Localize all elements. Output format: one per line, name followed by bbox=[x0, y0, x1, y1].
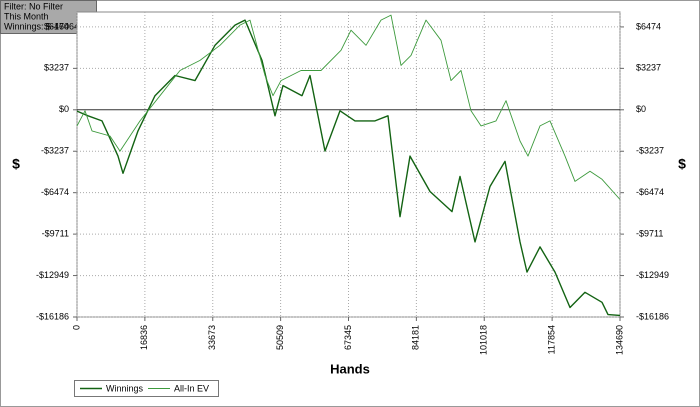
legend bbox=[74, 380, 219, 397]
legend-label: All-In EV bbox=[174, 383, 209, 393]
y2-tick-label: -$12949 bbox=[636, 270, 669, 280]
x-tick-label: 134690 bbox=[614, 325, 624, 355]
y-axis-label: $ bbox=[12, 156, 20, 172]
x-tick-label: 16836 bbox=[139, 325, 149, 350]
y-tick-label: -$6474 bbox=[41, 187, 69, 197]
y-tick-label: $0 bbox=[59, 104, 69, 114]
y-tick-label: -$12949 bbox=[36, 270, 69, 280]
x-tick-label: 33673 bbox=[207, 325, 217, 350]
x-tick-label: 0 bbox=[71, 325, 81, 330]
y2-tick-label: $0 bbox=[636, 104, 646, 114]
y-tick-label: -$3237 bbox=[41, 146, 69, 156]
y2-tick-label: $6474 bbox=[636, 21, 661, 31]
y2-tick-label: -$9711 bbox=[636, 228, 663, 238]
x-axis-label: Hands bbox=[330, 361, 370, 376]
series-line bbox=[76, 19, 621, 317]
x-tick-label: 50509 bbox=[275, 325, 285, 350]
info-line: Filter: No Filter bbox=[4, 1, 63, 11]
legend-label: Winnings bbox=[106, 383, 144, 393]
x-tick-label: 117854 bbox=[547, 325, 557, 354]
series-line bbox=[76, 14, 621, 200]
info-line: This Month bbox=[4, 11, 49, 21]
y-tick-label: $6474 bbox=[44, 21, 69, 31]
y-tick-label: -$16186 bbox=[36, 311, 69, 321]
x-tick-label: 101018 bbox=[479, 325, 489, 355]
info-line: Winnings: $-16064.18 bbox=[4, 21, 92, 31]
y-tick-label: $3237 bbox=[44, 63, 69, 73]
x-tick-label: 67345 bbox=[343, 325, 353, 350]
y2-tick-label: -$6474 bbox=[636, 187, 664, 197]
y2-tick-label: -$3237 bbox=[636, 146, 664, 156]
y2-tick-label: -$16186 bbox=[636, 311, 669, 321]
y-tick-label: -$9711 bbox=[42, 228, 69, 238]
y2-tick-label: $3237 bbox=[636, 63, 661, 73]
x-tick-label: 84181 bbox=[411, 325, 421, 350]
y2-axis-label: $ bbox=[678, 156, 686, 172]
